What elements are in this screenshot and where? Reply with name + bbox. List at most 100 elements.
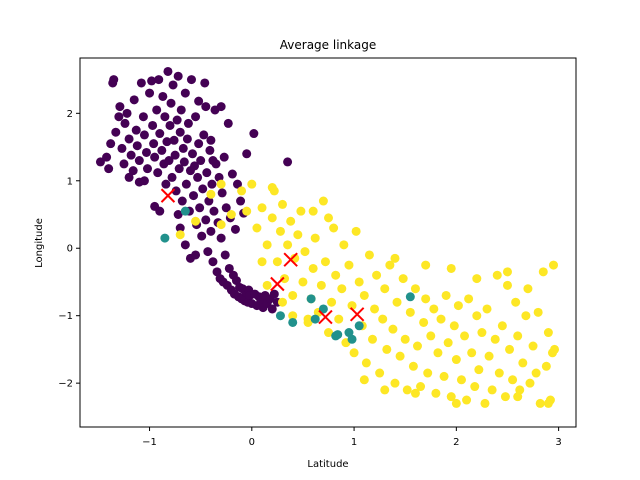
y-tick-label: −2	[58, 379, 73, 390]
data-point	[148, 120, 158, 130]
data-point	[199, 130, 209, 140]
data-point	[288, 317, 298, 327]
data-point	[398, 274, 408, 284]
data-point	[502, 280, 512, 290]
data-point	[214, 172, 224, 182]
data-point	[175, 230, 185, 240]
data-point	[392, 297, 402, 307]
data-point	[115, 102, 125, 112]
data-point	[324, 213, 334, 223]
data-point	[412, 341, 422, 351]
y-tick-label: 0	[67, 244, 73, 255]
data-point	[533, 307, 543, 317]
data-point	[269, 289, 279, 299]
data-point	[421, 294, 431, 304]
data-point	[543, 398, 553, 408]
data-point	[462, 395, 472, 405]
data-point	[160, 112, 170, 122]
data-point	[201, 102, 211, 112]
data-point	[221, 203, 231, 213]
data-point	[344, 260, 354, 270]
data-point	[272, 257, 282, 267]
data-point	[183, 118, 193, 128]
data-point	[162, 137, 172, 147]
data-point	[513, 331, 523, 341]
data-point	[195, 203, 205, 213]
data-point	[351, 226, 361, 236]
data-point	[385, 260, 395, 270]
data-point	[423, 368, 433, 378]
data-point	[320, 257, 330, 267]
data-point	[419, 317, 429, 327]
data-point	[227, 169, 237, 179]
data-point	[200, 78, 210, 88]
y-tick-label: 1	[67, 176, 73, 187]
data-point	[157, 145, 167, 155]
data-point	[306, 294, 316, 304]
data-point	[500, 392, 510, 402]
data-point	[232, 179, 242, 189]
data-point	[139, 130, 149, 140]
data-point	[209, 206, 219, 216]
centroid-markers	[160, 188, 365, 325]
data-point	[354, 277, 364, 287]
data-point	[497, 321, 507, 331]
data-point	[441, 290, 451, 300]
data-point	[535, 398, 545, 408]
data-point	[339, 240, 349, 250]
data-point	[208, 156, 218, 166]
data-point	[205, 145, 215, 155]
data-point	[178, 143, 188, 153]
data-point	[347, 301, 357, 311]
data-point	[324, 328, 334, 338]
data-point	[132, 141, 142, 151]
data-point	[174, 164, 184, 174]
data-point	[484, 351, 494, 361]
data-point	[163, 66, 173, 76]
y-tick-label: 2	[67, 109, 73, 120]
centroid-marker	[283, 252, 298, 267]
data-point	[502, 267, 512, 277]
data-point	[390, 378, 400, 388]
data-point	[494, 368, 504, 378]
data-point	[283, 240, 293, 250]
data-point	[219, 152, 229, 162]
data-point	[382, 344, 392, 354]
data-point	[126, 150, 136, 160]
data-point	[436, 314, 446, 324]
data-point	[267, 183, 277, 193]
data-point	[380, 385, 390, 395]
data-point	[134, 156, 144, 166]
x-tick-label: 1	[351, 437, 357, 448]
data-point	[318, 304, 328, 314]
data-point	[119, 159, 129, 169]
data-point	[550, 344, 560, 354]
x-tick-label: 2	[453, 437, 459, 448]
data-point	[370, 304, 380, 314]
data-point	[410, 284, 420, 294]
data-point	[191, 112, 201, 122]
data-point	[402, 385, 412, 395]
data-point	[161, 179, 171, 189]
data-point	[451, 355, 461, 365]
data-point	[201, 215, 211, 225]
data-point	[453, 301, 463, 311]
data-point	[446, 392, 456, 402]
data-point	[538, 267, 548, 277]
data-point	[262, 280, 272, 290]
data-point	[310, 233, 320, 243]
data-point	[531, 368, 541, 378]
data-point	[224, 263, 234, 273]
data-point	[106, 139, 116, 149]
data-point	[216, 233, 226, 243]
data-point	[158, 91, 168, 101]
data-point	[408, 361, 418, 371]
data-point	[111, 127, 121, 137]
data-point	[194, 96, 204, 106]
data-point	[129, 95, 139, 105]
data-point	[206, 135, 216, 145]
data-point	[128, 166, 138, 176]
data-point	[334, 314, 344, 324]
